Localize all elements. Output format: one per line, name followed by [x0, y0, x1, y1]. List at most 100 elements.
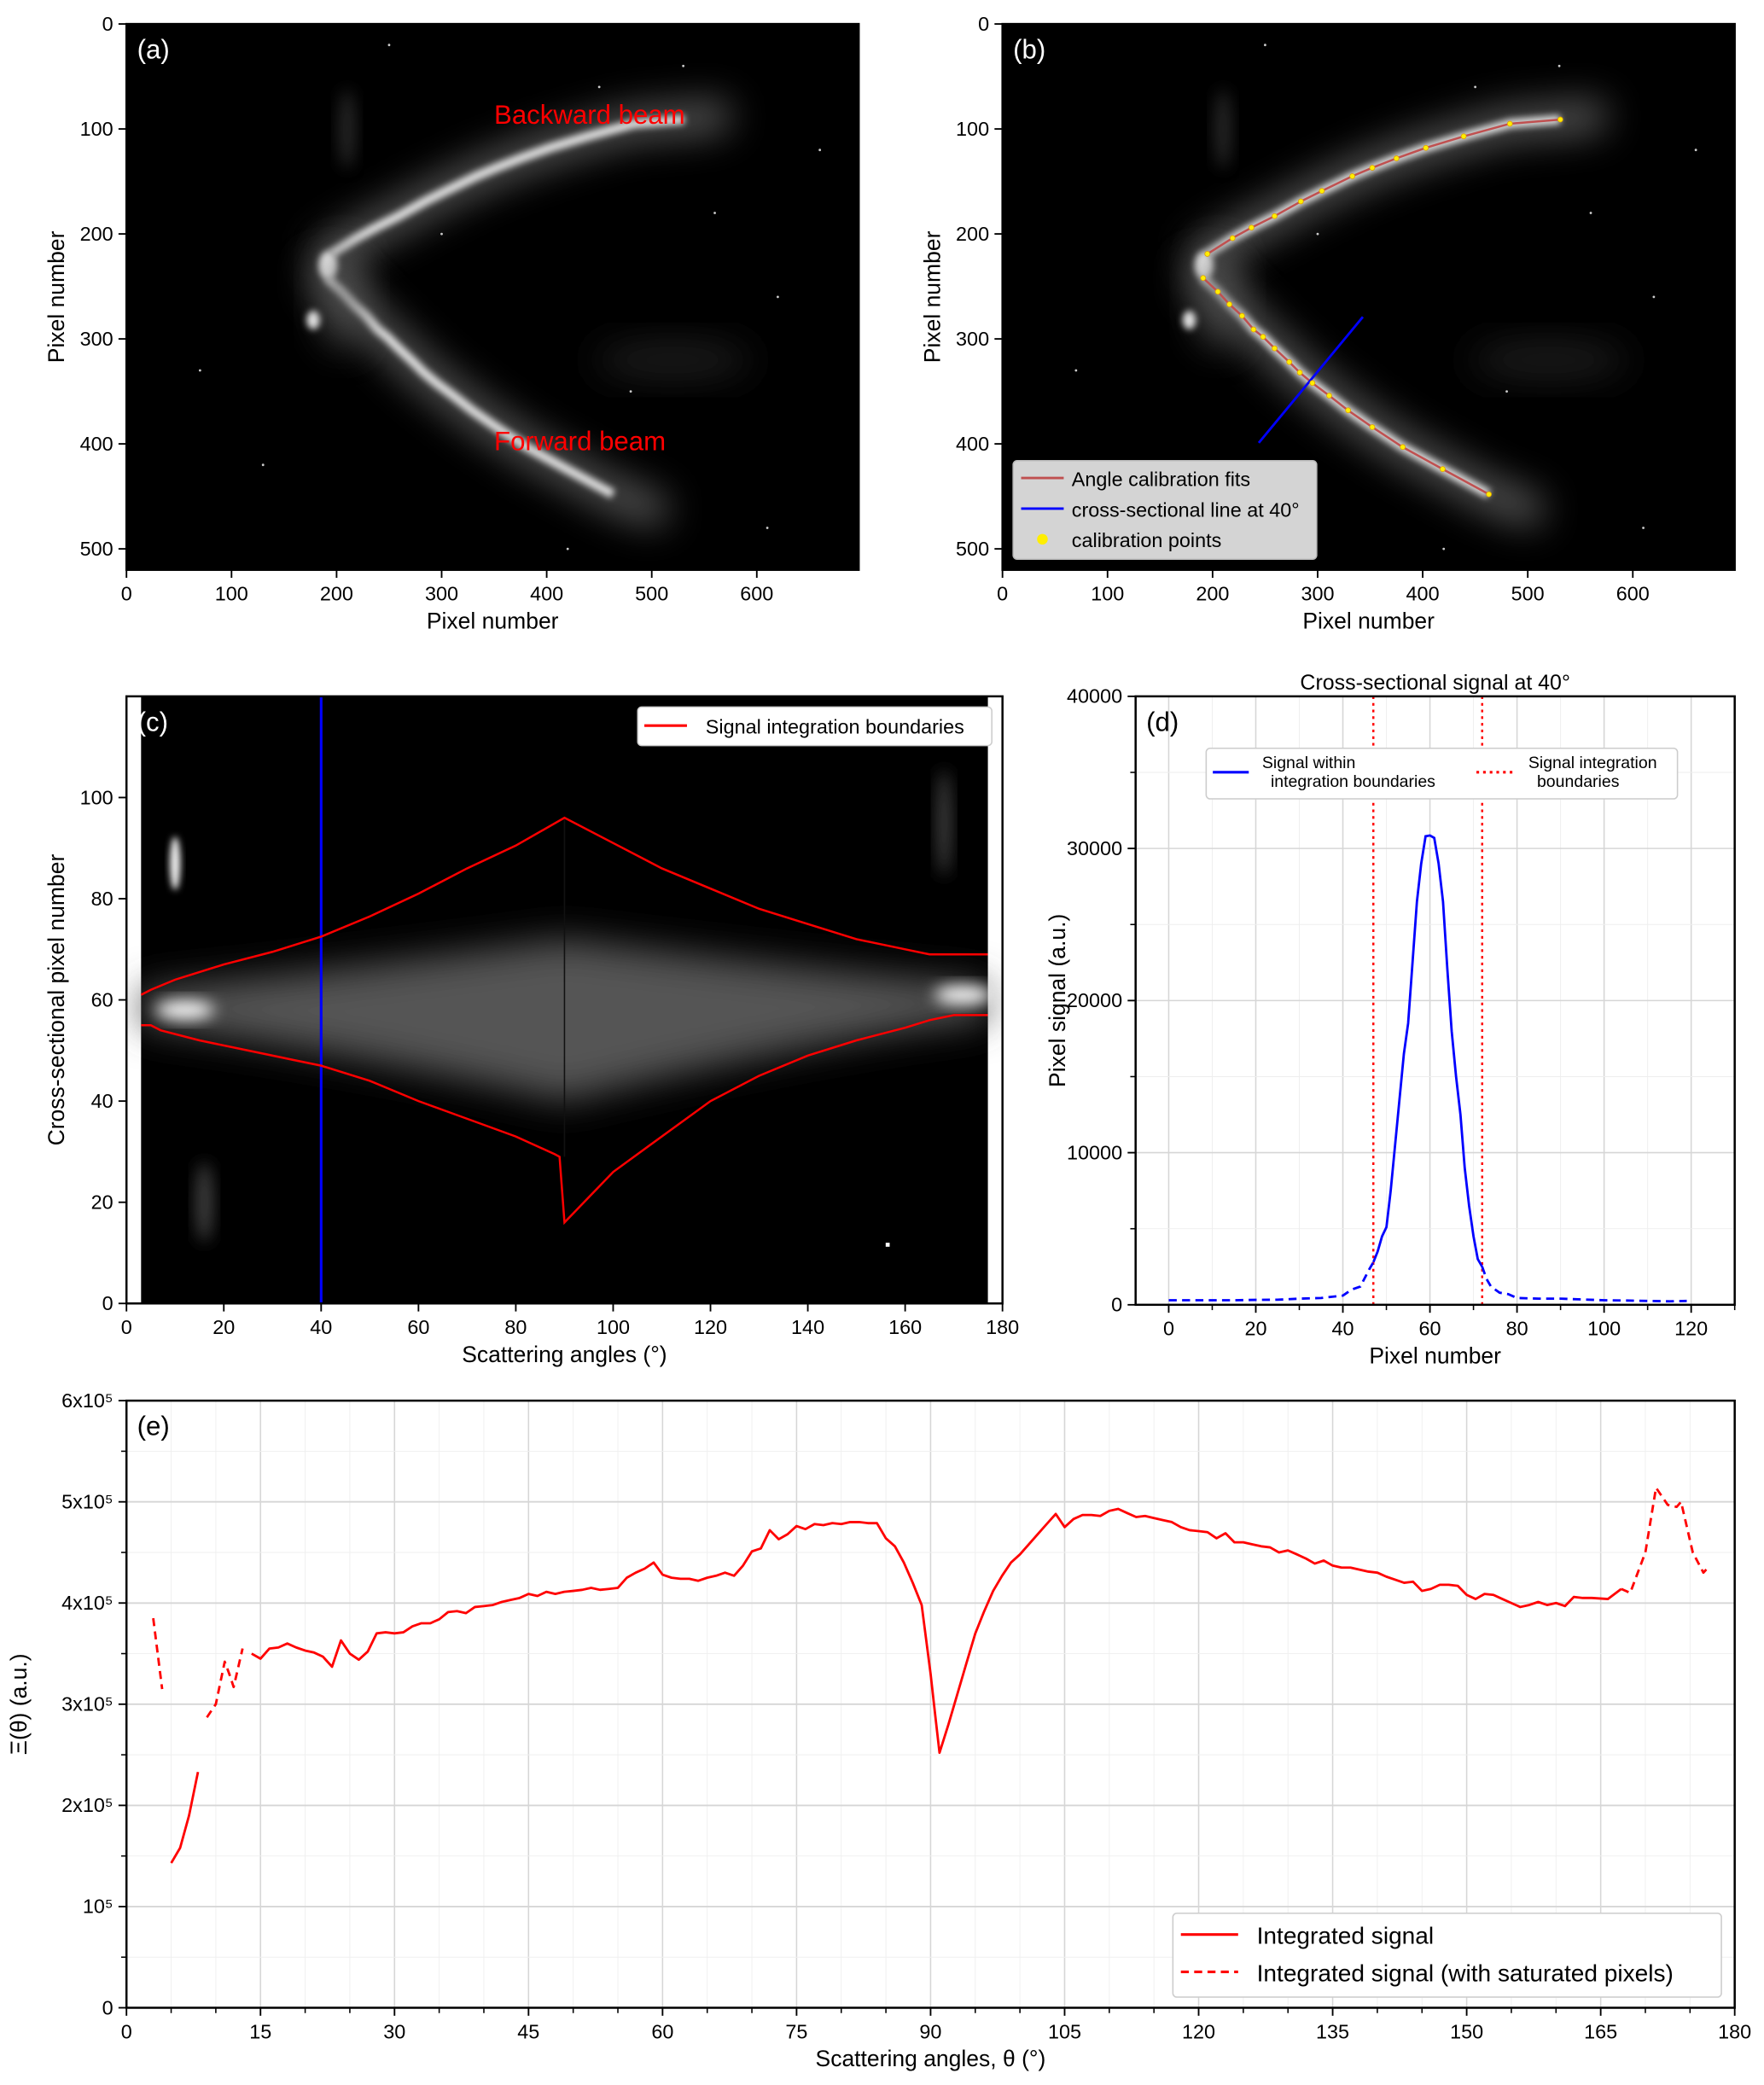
cross-sectional-line — [1257, 316, 1365, 444]
noise-pixel — [1589, 212, 1592, 214]
calibration-point — [1238, 312, 1245, 319]
legend-entry-line: Signal within — [1262, 754, 1355, 772]
bright-region-left — [155, 1000, 214, 1020]
x-tick-label: 120 — [1182, 2020, 1215, 2042]
y-tick-label: 0 — [102, 1996, 114, 2018]
calibration-point — [1214, 288, 1221, 295]
chart-title: Cross-sectional signal at 40° — [1300, 671, 1570, 695]
y-tick-label: 40 — [91, 1090, 114, 1112]
stray-glow — [339, 89, 356, 169]
noise-pixel — [1074, 369, 1078, 372]
calibration-point — [1200, 275, 1207, 282]
x-tick-label: 0 — [1163, 1318, 1174, 1340]
calibration-point — [1309, 380, 1316, 387]
x-tick-label: 160 — [888, 1316, 922, 1338]
x-tick-label: 200 — [1196, 583, 1229, 605]
x-tick-label: 100 — [1587, 1318, 1621, 1340]
calibration-point — [1369, 424, 1376, 430]
x-tick-label: 100 — [1091, 583, 1124, 605]
calibration-point — [1229, 235, 1236, 242]
panel-d: Cross-sectional signal at 40° Signal with… — [1045, 671, 1736, 1368]
noise-pixel — [1652, 295, 1656, 299]
noise-pixel — [261, 463, 265, 467]
y-tick-label: 500 — [956, 538, 989, 560]
x-tick-label: 80 — [1506, 1318, 1528, 1340]
calibration-point — [1326, 393, 1332, 399]
reflection-spot — [306, 311, 321, 329]
x-tick-label: 0 — [121, 2020, 132, 2042]
x-tick-label: 60 — [651, 2020, 673, 2042]
calibration-point — [1423, 144, 1429, 151]
y-tick-label: 500 — [80, 538, 114, 560]
x-tick-label: 300 — [425, 583, 458, 605]
x-tick-label: 100 — [215, 583, 248, 605]
y-tick-label: 40000 — [1067, 685, 1122, 708]
x-tick-label: 15 — [249, 2020, 271, 2042]
noise-pixel — [713, 212, 716, 214]
unwrapped-image — [126, 696, 1003, 1304]
calibration-point — [1440, 466, 1446, 472]
calibration-point — [1272, 345, 1278, 352]
calibration-point — [1349, 173, 1355, 179]
noise-pixel — [1642, 527, 1645, 529]
calibration-point — [1506, 120, 1513, 127]
x-tick-label: 165 — [1584, 2020, 1617, 2042]
x-axis-label: Pixel number — [1302, 608, 1435, 633]
backward-beam — [329, 114, 685, 259]
x-tick-label: 400 — [1406, 583, 1440, 605]
x-tick-label: 500 — [1511, 583, 1545, 605]
panel-e: Integrated signal Integrated signal (with… — [6, 1389, 1751, 2071]
legend-entry: Signal integration boundaries — [1528, 754, 1657, 791]
y-tick-label: 400 — [956, 433, 989, 455]
signal-outside-boundaries — [1481, 1266, 1687, 1303]
legend-entry: Integrated signal (with saturated pixels… — [1257, 1960, 1674, 1986]
stray-glow — [1214, 89, 1231, 169]
x-tick-label: 400 — [530, 583, 563, 605]
x-tick-label: 60 — [1419, 1318, 1441, 1340]
y-tick-label: 6x10⁵ — [61, 1389, 113, 1412]
noise-pixel — [1264, 44, 1266, 47]
y-tick-label: 10000 — [1067, 1141, 1122, 1163]
calibration-point — [1296, 370, 1303, 376]
legend-box — [637, 706, 993, 747]
y-axis-label: Cross-sectional pixel number — [44, 854, 69, 1146]
y-tick-label: 20 — [91, 1191, 114, 1214]
noise-pixel — [629, 390, 632, 393]
forward-beam-label: Forward beam — [494, 426, 666, 456]
x-tick-label: 135 — [1316, 2020, 1349, 2042]
calibration-point — [1249, 224, 1255, 231]
streak — [196, 1162, 212, 1243]
noise-pixel — [597, 85, 601, 89]
upper-boundary — [140, 816, 988, 996]
calibration-point — [1460, 133, 1467, 140]
x-tick-label: 80 — [504, 1316, 527, 1338]
legend-box — [1172, 1912, 1722, 1998]
noise-pixel — [682, 64, 685, 67]
panel-label: (e) — [137, 1412, 170, 1441]
y-tick-label: 100 — [80, 786, 114, 808]
noise-pixel — [1557, 64, 1561, 67]
noise-pixel — [1442, 547, 1446, 550]
y-tick-label: 200 — [956, 223, 989, 245]
y-tick-label: 200 — [80, 223, 114, 245]
noise-pixel — [818, 149, 822, 152]
image-background — [126, 24, 859, 570]
legend-entry-line: Signal integration — [1528, 754, 1657, 772]
y-tick-label: 30000 — [1067, 837, 1122, 859]
y-axis-label: Pixel number — [44, 230, 69, 363]
y-tick-label: 20000 — [1067, 989, 1122, 1011]
y-tick-label: 0 — [102, 13, 114, 35]
noise-pixel — [1505, 390, 1508, 393]
panel-a: Backward beam Forward beam 0 100 200 300 400 50… — [44, 13, 860, 633]
legend-entry: Integrated signal — [1257, 1923, 1434, 1949]
legend-entry: cross-sectional line at 40° — [1072, 498, 1300, 521]
grid — [120, 1400, 1736, 2013]
legend-points-swatch — [1037, 533, 1048, 545]
x-axis-label: Scattering angles (°) — [462, 1342, 667, 1367]
x-tick-label: 0 — [997, 583, 1008, 605]
panel-label: (d) — [1146, 707, 1179, 737]
calibration-point — [1319, 188, 1325, 195]
x-tick-label: 45 — [517, 2020, 539, 2042]
x-tick-label: 20 — [1244, 1318, 1266, 1340]
